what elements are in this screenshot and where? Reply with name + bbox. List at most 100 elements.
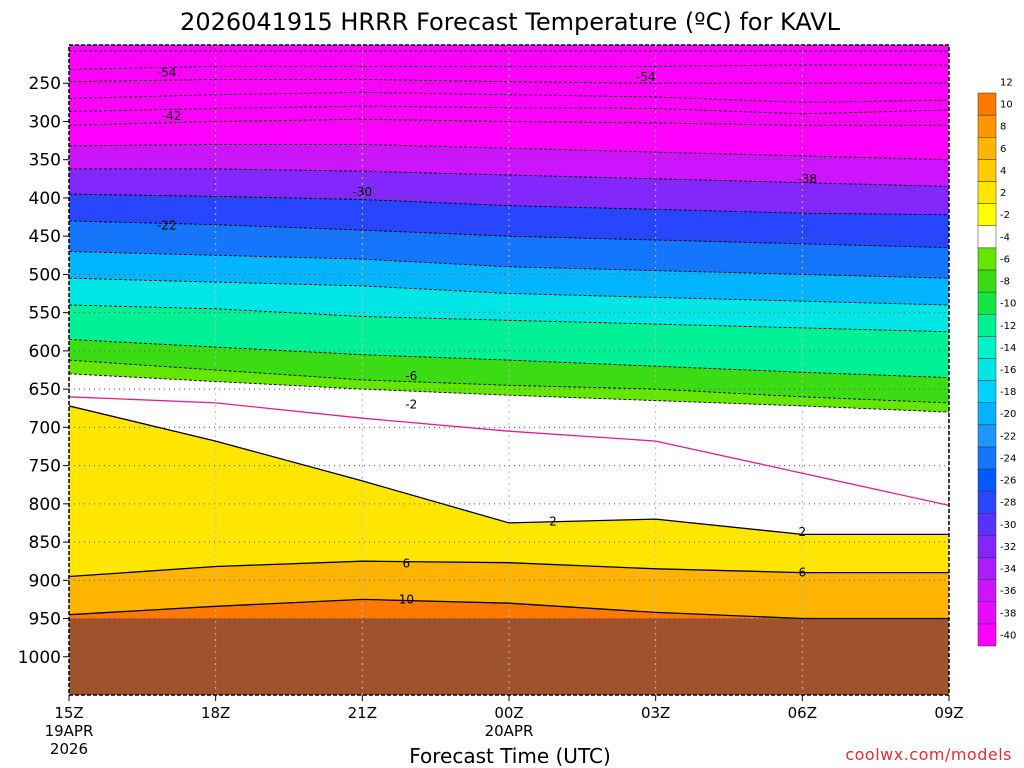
colorbar-label: -6	[1000, 254, 1010, 265]
colorbar-label: -24	[1000, 453, 1016, 464]
x-tick-label: 06Z	[788, 704, 817, 722]
colorbar-label: -8	[1000, 277, 1010, 288]
y-tick-label: 250	[29, 74, 61, 94]
colorbar-label: -36	[1000, 586, 1016, 597]
colorbar-label: 8	[1000, 122, 1006, 133]
colorbar-swatch	[977, 203, 997, 226]
x-tick-label: 00Z	[494, 704, 523, 722]
colorbar-label: -20	[1000, 409, 1016, 420]
colorbar-swatch	[977, 601, 997, 625]
temperature-fill	[69, 45, 949, 695]
isotherm-line	[69, 64, 949, 70]
colorbar-label: -32	[1000, 542, 1016, 553]
isotherm-line	[69, 405, 949, 536]
isotherm-label: 6	[403, 556, 411, 570]
colorbar-label: -30	[1000, 520, 1016, 531]
colorbar-swatch	[977, 291, 997, 315]
colorbar: -40-38-36-34-32-30-28-26-24-22-20-18-16-…	[977, 77, 1016, 647]
y-tick-label: 650	[29, 380, 61, 400]
y-tick-label: 400	[29, 189, 61, 209]
colorbar-swatch	[977, 424, 997, 448]
isotherm-line	[69, 193, 949, 216]
isotherm-line	[69, 373, 949, 413]
colorbar-swatch	[977, 336, 997, 359]
isotherm-line	[69, 143, 949, 161]
colorbar-swatch	[977, 269, 997, 293]
isotherm-line	[69, 338, 949, 379]
x-tick-date: 19APR	[45, 722, 94, 740]
colorbar-label: -10	[1000, 299, 1016, 310]
y-axis: 250 300 350 400 450 500 550 600 650 700 750 800 850 9…	[18, 74, 69, 668]
y-tick-label: 1000	[18, 648, 61, 668]
y-tick-label: 750	[29, 457, 61, 477]
y-tick-label: 800	[29, 495, 61, 515]
colorbar-swatch	[977, 446, 997, 470]
isotherm-label: -6	[405, 369, 417, 383]
colorbar-label: -38	[1000, 608, 1016, 619]
colorbar-label: 12	[1000, 77, 1013, 88]
colorbar-swatch	[977, 92, 997, 116]
colorbar-swatch	[977, 114, 997, 138]
colorbar-label: -22	[1000, 431, 1016, 442]
colorbar-label: -4	[1000, 232, 1010, 243]
y-tick-label: 900	[29, 571, 61, 591]
colorbar-swatch	[977, 535, 997, 558]
x-tick-date: 20APR	[485, 722, 534, 740]
colorbar-label: -14	[1000, 343, 1016, 354]
isotherm-label: -42	[162, 109, 182, 123]
colorbar-swatch	[977, 579, 997, 603]
colorbar-swatch	[977, 181, 997, 204]
isotherm-lines	[69, 50, 949, 620]
isotherm-label: -22	[157, 218, 177, 232]
x-tick-label: 21Z	[348, 704, 377, 722]
x-tick-label: 15Z	[54, 704, 83, 722]
isotherm-label: -54	[636, 70, 656, 84]
y-tick-label: 600	[29, 342, 61, 362]
colorbar-label: 2	[1000, 188, 1006, 199]
colorbar-swatch	[977, 225, 997, 249]
colorbar-swatch	[977, 380, 997, 403]
y-tick-label: 450	[29, 227, 61, 247]
colorbar-swatch	[977, 247, 997, 271]
colorbar-label: 6	[1000, 144, 1006, 155]
isotherm-label: 2	[799, 525, 807, 539]
isotherm-label: -54	[157, 66, 177, 80]
x-axis-label: Forecast Time (UTC)	[409, 744, 611, 768]
x-tick-label: 09Z	[934, 704, 963, 722]
chart-title: 2026041915 HRRR Forecast Temperature (ºC…	[180, 8, 841, 36]
colorbar-label: -34	[1000, 564, 1016, 575]
isotherm-line	[69, 118, 949, 126]
x-tick-label: 03Z	[641, 704, 670, 722]
colorbar-swatch	[977, 136, 997, 160]
y-tick-label: 300	[29, 112, 61, 132]
isotherm-label: -30	[353, 185, 373, 199]
isotherm-line	[69, 396, 949, 507]
isotherm-line	[69, 105, 949, 115]
colorbar-label: -18	[1000, 387, 1016, 398]
colorbar-label: 10	[1000, 100, 1013, 111]
isotherm-line	[69, 560, 949, 578]
colorbar-swatch	[977, 623, 997, 647]
colorbar-swatch	[977, 402, 997, 426]
y-tick-label: 500	[29, 265, 61, 285]
isotherm-label: -2	[405, 397, 417, 411]
colorbar-label: -40	[1000, 630, 1016, 641]
isotherm-line	[69, 304, 949, 333]
colorbar-swatch	[977, 468, 997, 492]
isotherm-label: 6	[799, 566, 807, 580]
y-tick-label: 700	[29, 418, 61, 438]
colorbar-swatch	[977, 313, 997, 337]
isotherm-line	[69, 277, 949, 306]
colorbar-swatch	[977, 159, 997, 182]
isotherm-line	[69, 78, 949, 84]
colorbar-label: -28	[1000, 498, 1016, 509]
colorbar-label: -26	[1000, 476, 1016, 487]
isotherm-line	[69, 168, 949, 187]
isotherm-label: 2	[549, 514, 557, 528]
colorbar-label: -2	[1000, 210, 1010, 221]
colorbar-swatch	[977, 490, 997, 514]
credit-text: coolwx.com/models	[845, 745, 1012, 764]
